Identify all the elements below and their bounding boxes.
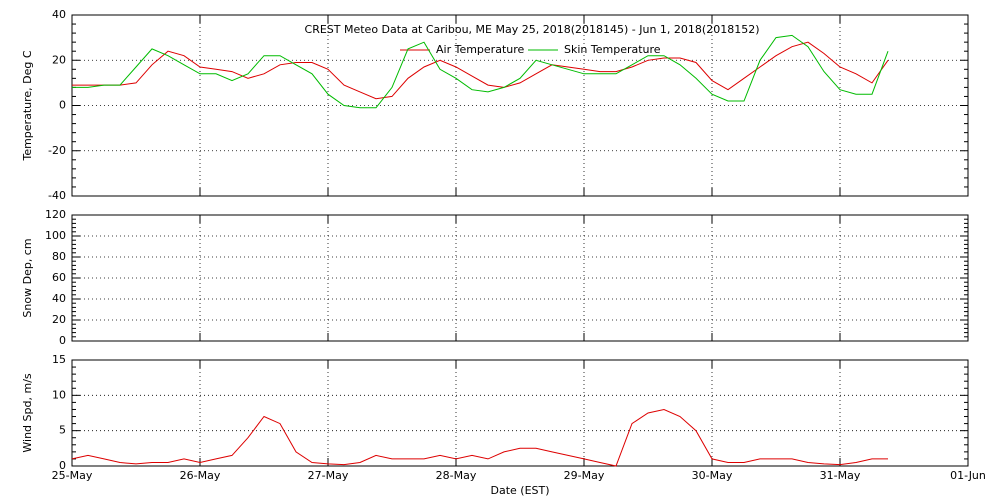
y-tick-label: 0 (59, 334, 66, 347)
x-tick-label: 25-May (52, 469, 93, 482)
series-line (72, 34, 889, 109)
y-tick-label: 20 (52, 313, 66, 326)
series-line (72, 41, 889, 100)
x-axis-label: Date (EST) (490, 484, 549, 497)
plot-frame (71, 359, 969, 467)
y-tick-label: 15 (52, 353, 66, 366)
plot-frame (71, 214, 969, 342)
y-tick-label: -40 (48, 189, 66, 202)
y-tick-label: 120 (45, 208, 66, 221)
y-axis-label: Snow Dep, cm (21, 238, 34, 317)
y-tick-label: 60 (52, 271, 66, 284)
series-line (71, 408, 888, 467)
y-axis-label: Temperature, Deg C (21, 50, 34, 161)
y-tick-label: 40 (52, 8, 66, 21)
y-tick-label: 80 (52, 250, 66, 263)
x-tick-label: 30-May (692, 469, 733, 482)
y-tick-label: 5 (59, 424, 66, 437)
y-tick-label: 0 (59, 459, 66, 472)
legend-label: Skin Temperature (564, 43, 661, 56)
x-tick-label: 27-May (308, 469, 349, 482)
y-tick-label: 10 (52, 388, 66, 401)
y-tick-label: 0 (59, 99, 66, 112)
y-tick-label: 100 (45, 229, 66, 242)
x-tick-label: 01-Jun (950, 469, 986, 482)
y-tick-label: 40 (52, 292, 66, 305)
chart-title: CREST Meteo Data at Caribou, ME May 25, … (305, 23, 760, 36)
y-tick-label: 20 (52, 53, 66, 66)
x-tick-label: 31-May (820, 469, 861, 482)
x-tick-label: 29-May (564, 469, 605, 482)
y-axis-label: Wind Spd, m/s (21, 373, 34, 453)
plot-frame (71, 14, 969, 197)
legend-label: Air Temperature (436, 43, 525, 56)
y-tick-label: -20 (48, 144, 66, 157)
x-tick-label: 26-May (180, 469, 221, 482)
x-tick-label: 28-May (436, 469, 477, 482)
